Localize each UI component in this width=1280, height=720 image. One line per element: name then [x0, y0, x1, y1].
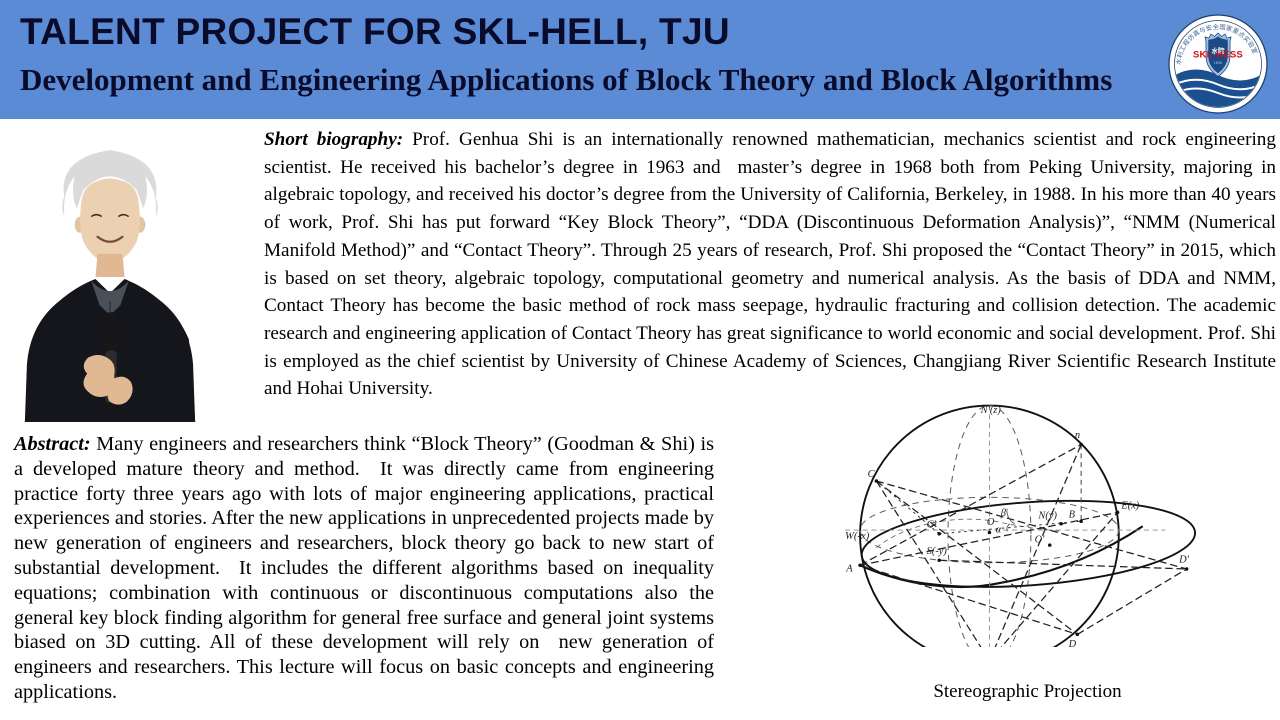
svg-text:S(-y): S(-y): [927, 546, 948, 557]
svg-text:1895: 1895: [1214, 61, 1222, 65]
svg-text:E(x): E(x): [1120, 501, 1139, 512]
svg-text:C': C': [927, 520, 937, 531]
svg-text:O: O: [987, 517, 995, 528]
svg-text:C: C: [868, 469, 876, 480]
svg-text:N'(z): N'(z): [980, 405, 1002, 416]
svg-text:β: β: [1000, 508, 1007, 519]
svg-text:D: D: [1068, 639, 1077, 647]
svg-text:D': D': [1178, 555, 1190, 566]
svg-text:N(y): N(y): [1037, 511, 1057, 522]
svg-text:SKL-HESS: SKL-HESS: [1193, 50, 1243, 61]
svg-text:α: α: [996, 525, 1002, 536]
svg-text:A: A: [845, 564, 853, 575]
svg-text:O': O': [1035, 535, 1046, 546]
svg-text:B: B: [1069, 509, 1076, 520]
svg-text:n: n: [1075, 430, 1080, 441]
